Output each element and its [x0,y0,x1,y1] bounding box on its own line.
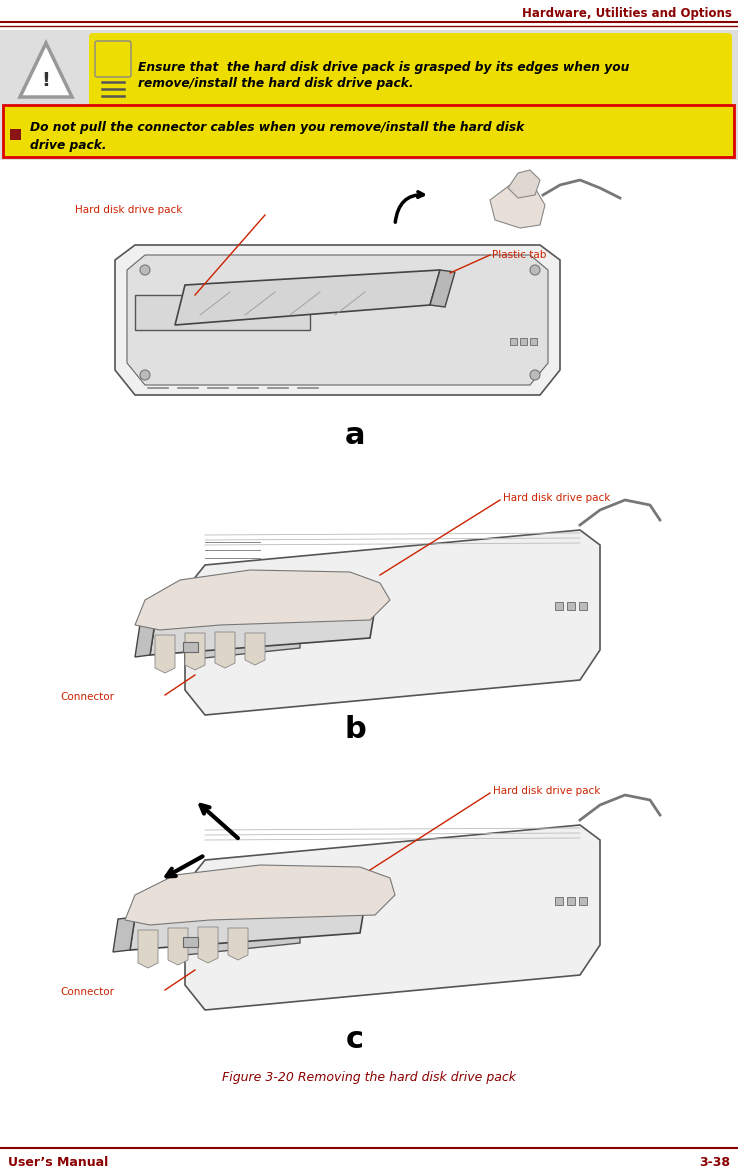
Bar [555,897,563,905]
Bar [520,338,527,345]
Text: Hard disk drive pack: Hard disk drive pack [75,205,182,214]
Polygon shape [490,185,545,229]
Polygon shape [135,622,155,657]
Circle shape [140,370,150,380]
Polygon shape [20,43,72,97]
Polygon shape [115,245,560,395]
FancyBboxPatch shape [95,41,131,77]
Bar [510,338,517,345]
Text: b: b [344,715,366,744]
Bar [567,602,575,609]
Polygon shape [430,270,455,307]
Polygon shape [185,530,600,715]
Bar [0,30,738,161]
Text: Plastic tab: Plastic tab [492,250,546,260]
Text: Hard disk drive pack: Hard disk drive pack [493,786,601,796]
Circle shape [530,370,540,380]
Text: Hard disk drive pack: Hard disk drive pack [503,493,610,503]
Bar [183,936,198,947]
Text: Ensure that  the hard disk drive pack is grasped by its edges when you: Ensure that the hard disk drive pack is … [138,61,630,74]
Text: Connector: Connector [60,987,114,997]
Polygon shape [185,825,600,1010]
Text: a: a [345,421,365,450]
Polygon shape [155,635,175,673]
Polygon shape [135,570,390,631]
Bar [183,642,198,652]
Circle shape [530,265,540,275]
Text: drive pack.: drive pack. [30,138,106,151]
Polygon shape [185,905,300,955]
Text: Do not pull the connector cables when you remove/install the hard disk: Do not pull the connector cables when yo… [30,122,524,135]
Polygon shape [130,902,365,950]
Text: !: ! [41,70,50,89]
Circle shape [140,265,150,275]
Polygon shape [127,255,548,384]
Polygon shape [125,865,395,925]
Bar [10,129,21,139]
Bar [579,602,587,609]
Text: Figure 3-20 Removing the hard disk drive pack: Figure 3-20 Removing the hard disk drive… [222,1071,516,1084]
Polygon shape [228,928,248,960]
Polygon shape [215,632,235,668]
Bar [579,897,587,905]
Polygon shape [135,295,310,331]
Text: User’s Manual: User’s Manual [8,1156,108,1168]
FancyBboxPatch shape [89,33,732,120]
Text: Hardware, Utilities and Options: Hardware, Utilities and Options [522,7,732,20]
Text: 3-38: 3-38 [699,1156,730,1168]
Text: remove/install the hard disk drive pack.: remove/install the hard disk drive pack. [138,76,413,89]
Text: c: c [346,1026,364,1055]
Polygon shape [245,633,265,665]
Polygon shape [198,927,218,963]
Polygon shape [150,608,375,655]
Polygon shape [175,270,440,325]
Bar [530,338,537,345]
Polygon shape [185,633,205,670]
Polygon shape [185,609,300,660]
Bar [3,105,734,157]
Bar [567,897,575,905]
Text: Connector: Connector [60,691,114,702]
Polygon shape [138,931,158,968]
Polygon shape [113,917,135,952]
Polygon shape [508,170,540,198]
Bar [555,602,563,609]
Polygon shape [168,928,188,965]
